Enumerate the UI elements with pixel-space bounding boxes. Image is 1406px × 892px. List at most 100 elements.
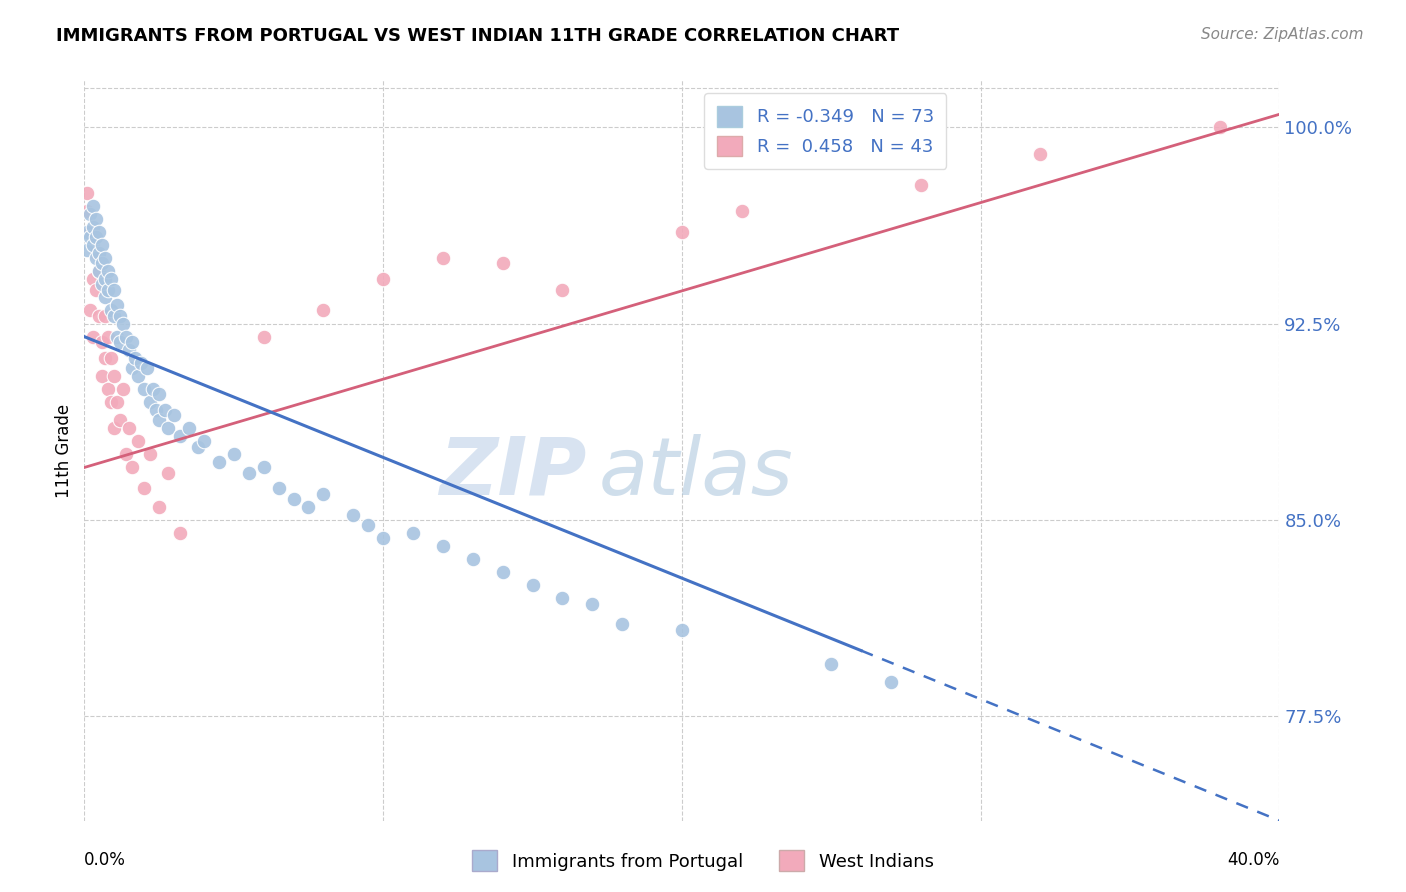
Point — [136, 361, 159, 376]
Point — [163, 408, 186, 422]
Point — [94, 290, 117, 304]
Point — [82, 219, 104, 234]
Point — [132, 482, 156, 496]
Point — [283, 491, 305, 506]
Point — [142, 382, 165, 396]
Point — [97, 329, 120, 343]
Point — [76, 244, 98, 258]
Text: 0.0%: 0.0% — [84, 851, 127, 869]
Point — [105, 395, 128, 409]
Point — [222, 447, 245, 461]
Point — [612, 617, 634, 632]
Point — [1209, 120, 1232, 135]
Point — [100, 272, 122, 286]
Point — [461, 552, 484, 566]
Point — [91, 368, 114, 383]
Point — [100, 395, 122, 409]
Point — [373, 272, 395, 286]
Point — [820, 657, 842, 671]
Point — [97, 382, 120, 396]
Point — [76, 204, 98, 219]
Point — [157, 466, 180, 480]
Point — [115, 329, 138, 343]
Text: IMMIGRANTS FROM PORTUGAL VS WEST INDIAN 11TH GRADE CORRELATION CHART: IMMIGRANTS FROM PORTUGAL VS WEST INDIAN … — [56, 27, 900, 45]
Point — [82, 329, 104, 343]
Point — [267, 482, 290, 496]
Text: 40.0%: 40.0% — [1227, 851, 1279, 869]
Point — [118, 343, 141, 357]
Point — [402, 525, 425, 540]
Point — [97, 264, 120, 278]
Point — [124, 351, 146, 365]
Point — [492, 256, 515, 270]
Point — [432, 251, 454, 265]
Point — [127, 368, 149, 383]
Point — [91, 238, 114, 252]
Point — [118, 421, 141, 435]
Legend: Immigrants from Portugal, West Indians: Immigrants from Portugal, West Indians — [465, 843, 941, 879]
Point — [89, 225, 111, 239]
Point — [94, 272, 117, 286]
Point — [522, 578, 544, 592]
Point — [89, 264, 111, 278]
Point — [139, 447, 162, 461]
Point — [177, 421, 200, 435]
Point — [86, 230, 108, 244]
Point — [148, 413, 170, 427]
Point — [253, 329, 276, 343]
Point — [342, 508, 364, 522]
Point — [91, 256, 114, 270]
Legend: R = -0.349   N = 73, R =  0.458   N = 43: R = -0.349 N = 73, R = 0.458 N = 43 — [704, 93, 946, 169]
Point — [105, 329, 128, 343]
Point — [157, 421, 180, 435]
Point — [297, 500, 319, 514]
Point — [103, 309, 125, 323]
Point — [79, 230, 101, 244]
Point — [551, 283, 574, 297]
Point — [357, 518, 380, 533]
Point — [129, 356, 152, 370]
Point — [76, 225, 98, 239]
Point — [1029, 146, 1052, 161]
Point — [86, 246, 108, 260]
Point — [731, 204, 754, 219]
Point — [79, 225, 101, 239]
Point — [86, 211, 108, 226]
Point — [100, 303, 122, 318]
Point — [79, 207, 101, 221]
Point — [880, 675, 903, 690]
Point — [169, 429, 191, 443]
Point — [110, 334, 132, 349]
Point — [94, 251, 117, 265]
Point — [82, 272, 104, 286]
Point — [551, 591, 574, 606]
Point — [148, 387, 170, 401]
Point — [312, 486, 335, 500]
Point — [91, 277, 114, 292]
Point — [910, 178, 932, 192]
Point — [671, 623, 693, 637]
Point — [89, 309, 111, 323]
Point — [76, 186, 98, 200]
Point — [103, 283, 125, 297]
Point — [103, 368, 125, 383]
Point — [100, 351, 122, 365]
Point — [148, 500, 170, 514]
Point — [112, 382, 135, 396]
Point — [492, 565, 515, 579]
Point — [105, 298, 128, 312]
Point — [110, 413, 132, 427]
Point — [89, 246, 111, 260]
Point — [145, 403, 167, 417]
Text: ZIP: ZIP — [439, 434, 586, 512]
Point — [581, 597, 603, 611]
Point — [110, 309, 132, 323]
Point — [79, 303, 101, 318]
Point — [89, 264, 111, 278]
Point — [253, 460, 276, 475]
Point — [208, 455, 231, 469]
Point — [139, 395, 162, 409]
Point — [127, 434, 149, 449]
Point — [432, 539, 454, 553]
Point — [169, 525, 191, 540]
